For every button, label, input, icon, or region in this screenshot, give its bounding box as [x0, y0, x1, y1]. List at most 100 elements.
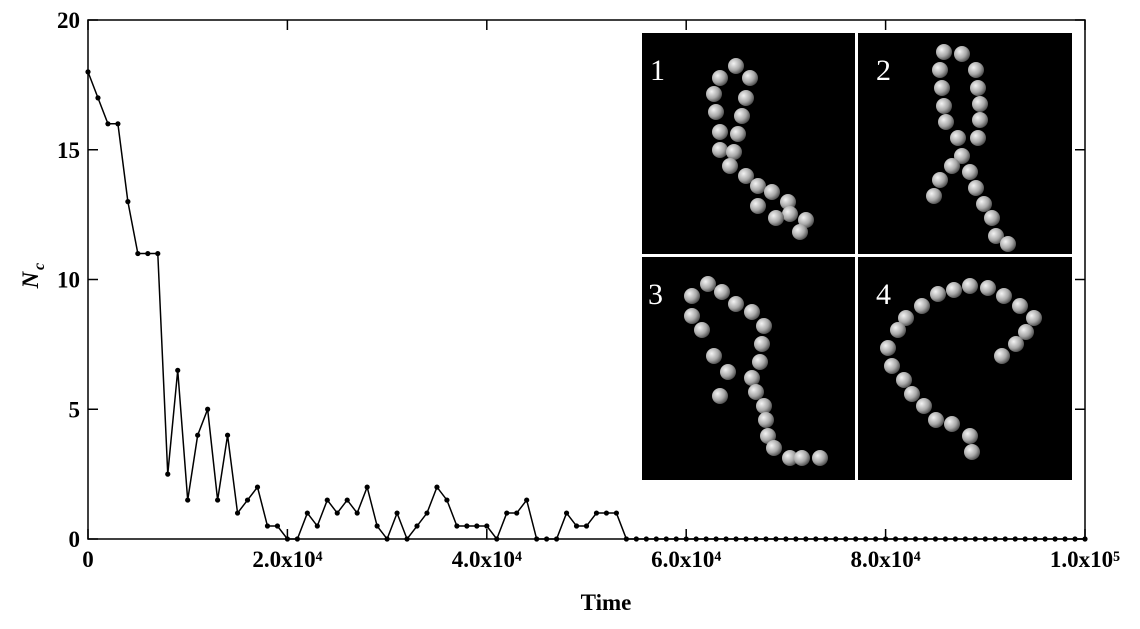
bead — [934, 80, 950, 96]
y-tick-label: 10 — [57, 268, 80, 293]
x-tick-label: 4.0x10⁴ — [452, 547, 522, 572]
y-axis-label-main: N — [18, 270, 43, 289]
bead — [938, 114, 954, 130]
data-point — [135, 250, 141, 257]
data-point — [603, 510, 610, 516]
data-point — [693, 536, 699, 542]
bead — [714, 284, 730, 300]
data-point — [743, 536, 749, 542]
bead — [694, 322, 710, 338]
data-point — [344, 497, 350, 503]
data-point — [115, 121, 121, 127]
data-point — [663, 536, 669, 542]
bead — [964, 444, 980, 460]
data-point — [763, 536, 769, 542]
data-point — [553, 536, 560, 542]
bead — [932, 172, 948, 188]
bead — [708, 104, 724, 120]
bead — [758, 412, 774, 428]
inset-panel — [858, 33, 1072, 254]
bead — [720, 364, 736, 380]
bead — [962, 428, 978, 444]
bead — [944, 158, 960, 174]
data-point — [224, 432, 231, 438]
data-point — [264, 523, 271, 529]
data-point — [494, 536, 500, 542]
data-point — [374, 523, 380, 529]
bead — [684, 288, 700, 304]
bead — [988, 228, 1004, 244]
bead — [706, 86, 722, 102]
data-point — [942, 536, 949, 542]
data-point — [125, 199, 131, 205]
y-axis-label-sub: c — [31, 263, 48, 270]
data-point — [873, 536, 879, 542]
bead — [730, 126, 746, 142]
bead — [1012, 298, 1028, 314]
data-point — [853, 536, 859, 542]
data-point — [95, 95, 101, 101]
data-point — [354, 510, 360, 516]
data-point — [833, 536, 839, 542]
data-point — [314, 523, 320, 529]
data-point — [244, 497, 251, 503]
bead — [926, 188, 942, 204]
data-point — [364, 484, 370, 490]
data-point — [773, 536, 779, 542]
bead — [972, 96, 988, 112]
data-point — [563, 510, 570, 516]
data-point — [334, 510, 340, 516]
data-point — [883, 536, 889, 542]
bead — [794, 450, 810, 466]
inset: 1 2 3 4 — [642, 33, 1072, 480]
data-point — [1052, 536, 1058, 542]
data-point — [424, 510, 430, 516]
bead — [792, 224, 808, 240]
bead — [916, 398, 932, 414]
bead — [738, 168, 754, 184]
bead — [1026, 310, 1042, 326]
bead — [750, 198, 766, 214]
data-point — [474, 523, 480, 529]
bead — [712, 70, 728, 86]
data-point — [414, 523, 420, 529]
data-point — [1012, 536, 1018, 542]
bead — [962, 164, 978, 180]
bead — [970, 130, 986, 146]
bead — [726, 144, 742, 160]
bead — [722, 158, 738, 174]
data-point — [573, 523, 580, 529]
data-point — [165, 471, 171, 477]
inset-label: 2 — [876, 54, 891, 87]
bead — [946, 282, 962, 298]
y-axis-label: N c — [18, 263, 48, 289]
data-point — [444, 497, 450, 503]
x-tick-label: 8.0x10⁴ — [851, 547, 921, 572]
data-point — [972, 536, 978, 542]
data-point — [544, 536, 550, 542]
data-point — [733, 536, 739, 542]
data-point — [992, 536, 998, 542]
bead — [750, 178, 766, 194]
data-point — [783, 536, 789, 542]
data-point — [304, 510, 310, 516]
bead — [738, 90, 754, 106]
data-point — [583, 523, 590, 529]
data-point — [454, 523, 460, 529]
bead — [712, 142, 728, 158]
bead — [768, 210, 784, 226]
data-point — [823, 536, 829, 542]
data-point — [514, 510, 520, 516]
bead — [742, 70, 758, 86]
data-point — [1062, 536, 1068, 542]
data-point — [982, 536, 988, 542]
data-point — [1042, 536, 1048, 542]
bead — [994, 348, 1010, 364]
data-point — [633, 536, 639, 542]
data-point — [863, 536, 869, 542]
data-point — [1082, 536, 1088, 542]
data-point — [215, 497, 221, 503]
y-tick-label: 15 — [57, 138, 80, 163]
data-point — [753, 536, 759, 542]
bead — [896, 372, 912, 388]
